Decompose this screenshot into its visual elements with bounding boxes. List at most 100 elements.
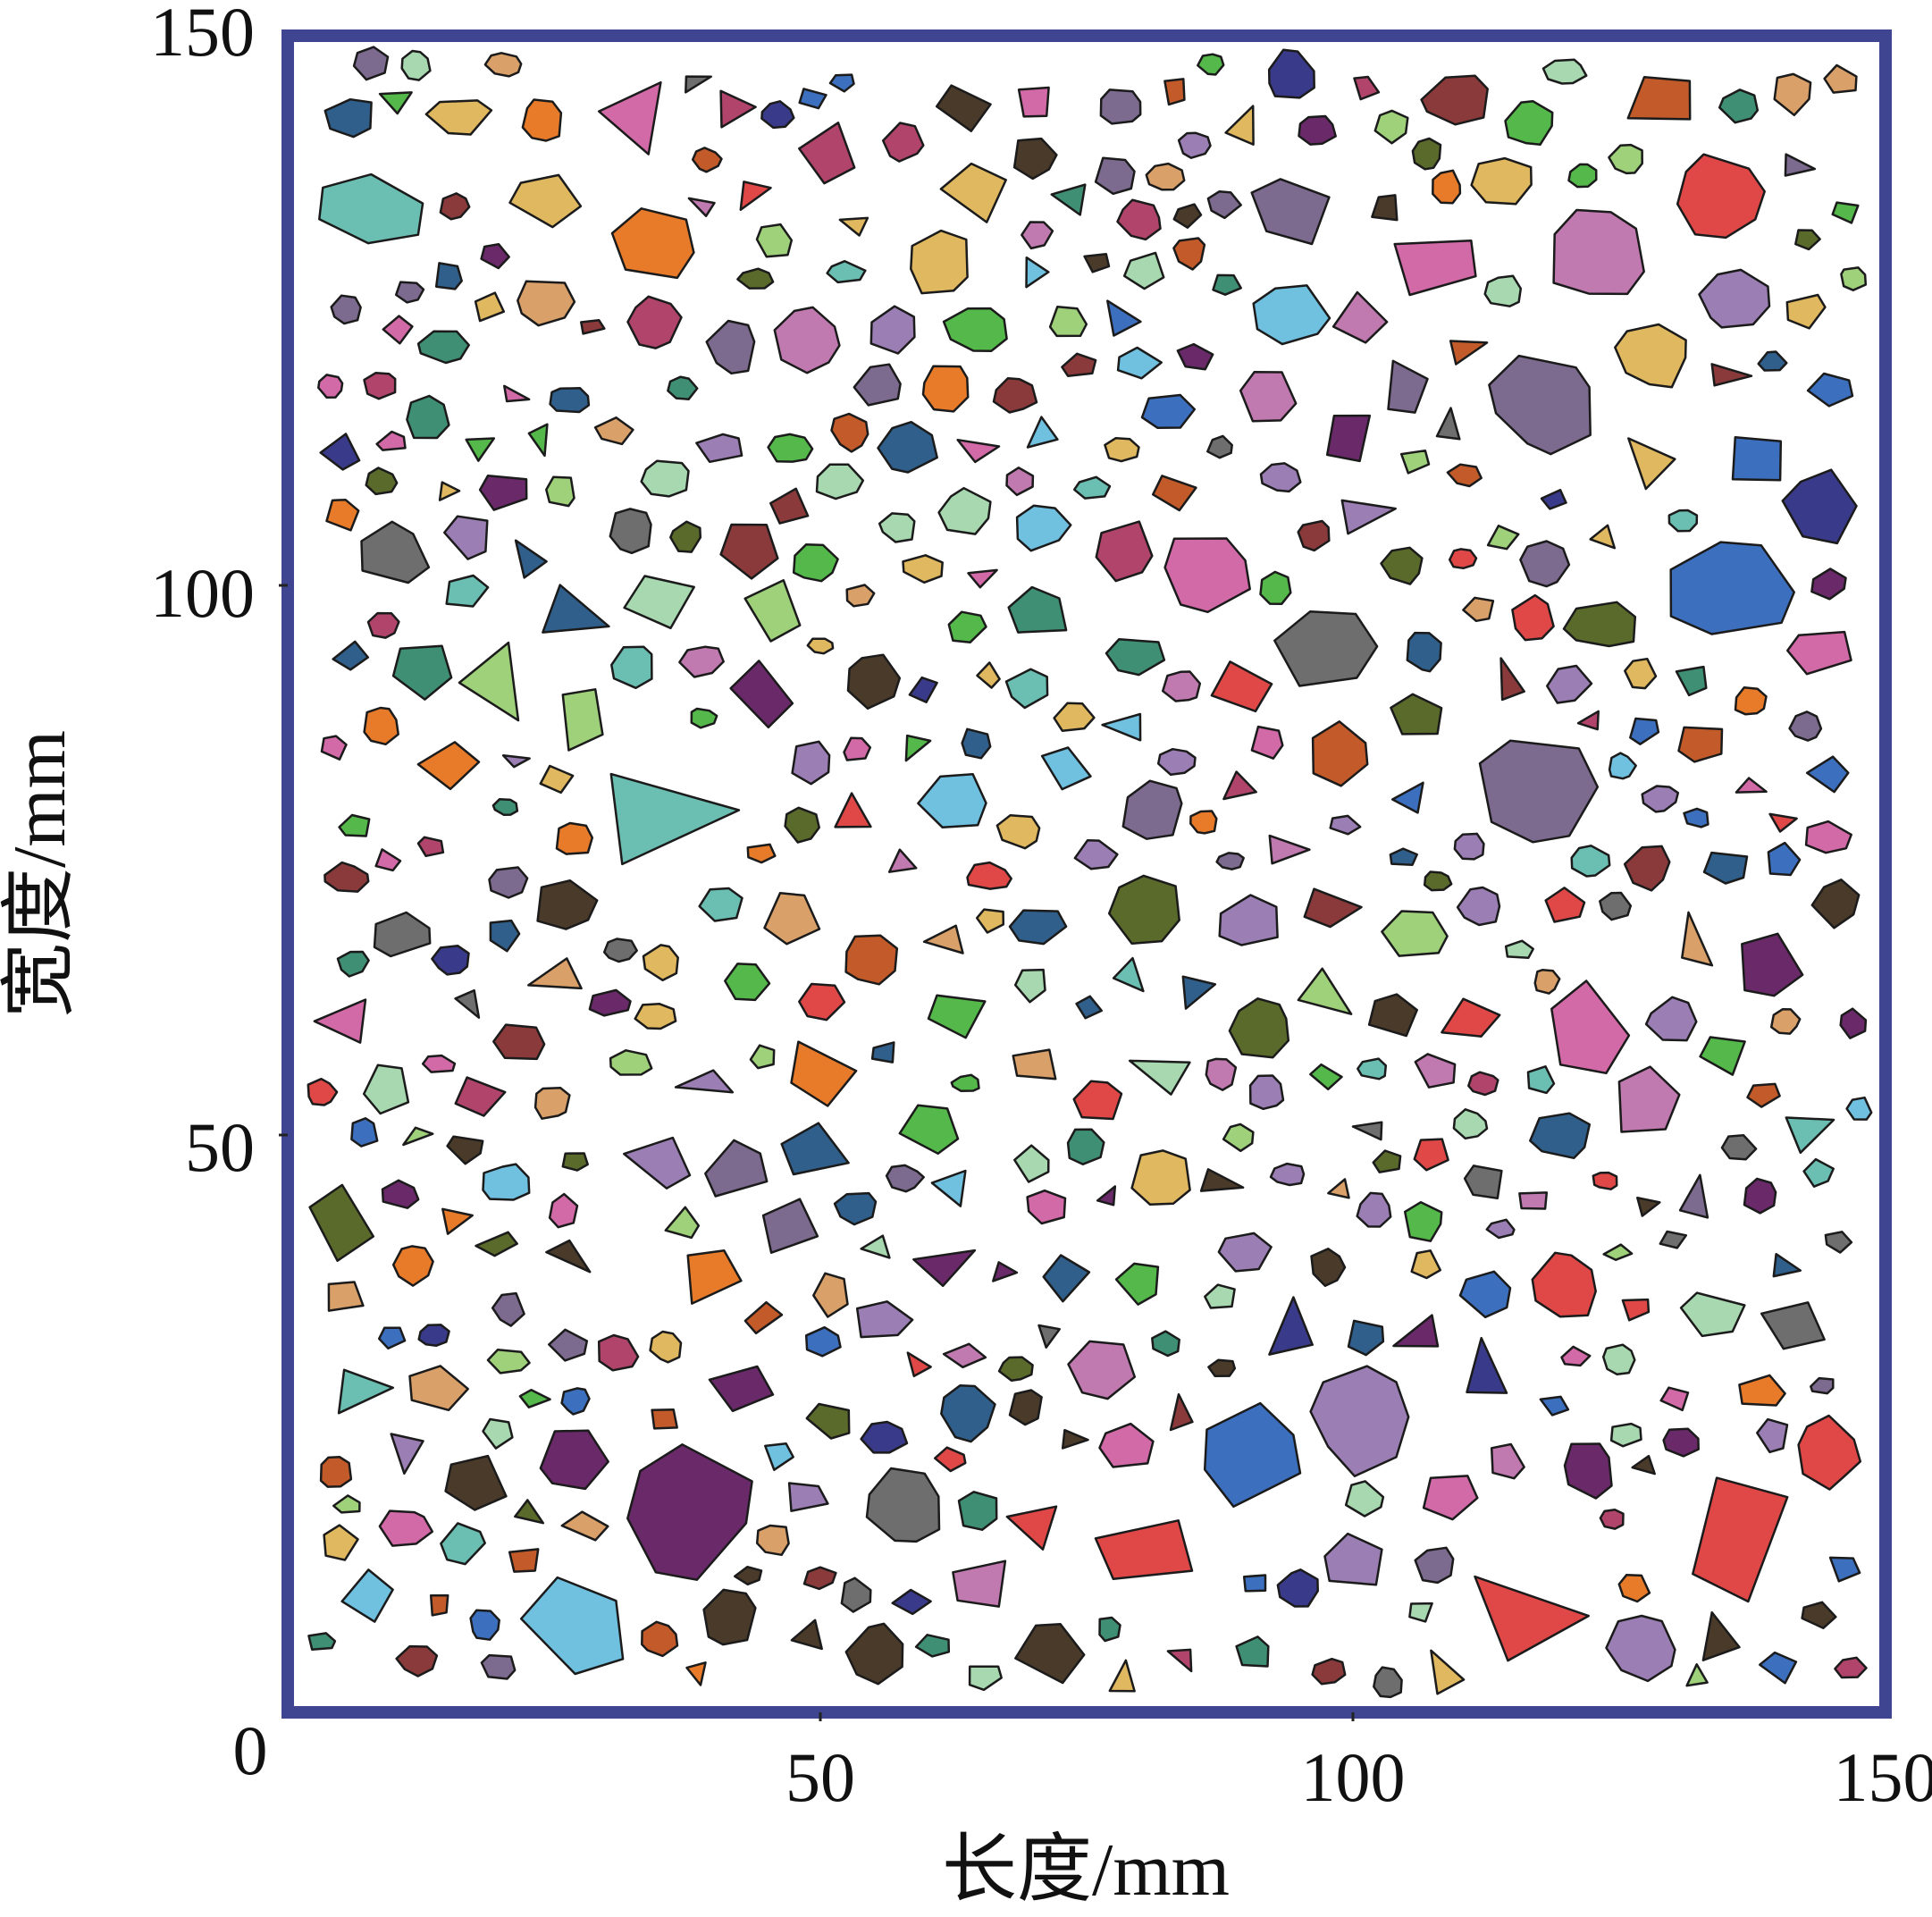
aggregate-particle bbox=[1037, 1324, 1061, 1349]
aggregate-particle bbox=[1823, 63, 1858, 94]
aggregate-particle bbox=[975, 908, 1005, 934]
aggregate-particle bbox=[1810, 879, 1861, 929]
aggregate-particle bbox=[846, 653, 902, 710]
aggregate-particle bbox=[626, 295, 683, 349]
aggregate-particle bbox=[729, 660, 794, 729]
aggregate-particle bbox=[743, 1300, 784, 1335]
aggregate-particle bbox=[804, 1325, 842, 1358]
aggregate-particle bbox=[503, 384, 531, 403]
aggregate-particle bbox=[651, 1408, 678, 1430]
aggregate-particle bbox=[454, 988, 481, 1019]
aggregate-particle bbox=[1017, 86, 1050, 118]
aggregate-particle bbox=[1533, 969, 1561, 995]
aggregate-particle bbox=[1529, 1112, 1592, 1160]
aggregate-particle bbox=[780, 1122, 850, 1176]
aggregate-particle bbox=[1163, 78, 1186, 106]
aggregate-particle bbox=[1083, 253, 1111, 273]
aggregate-particle bbox=[320, 735, 348, 761]
aggregate-particle bbox=[1467, 1071, 1499, 1097]
aggregate-particle bbox=[1683, 807, 1709, 828]
aggregate-particle bbox=[1560, 1345, 1592, 1367]
aggregate-particle bbox=[1485, 1218, 1516, 1240]
aggregate-particle bbox=[1608, 752, 1637, 780]
y-axis-title: 宽度/mm bbox=[0, 730, 81, 1018]
aggregate-particle bbox=[792, 543, 839, 583]
aggregate-particle bbox=[561, 1152, 589, 1172]
aggregate-particle bbox=[843, 736, 872, 761]
aggregate-particle bbox=[1546, 664, 1593, 704]
aggregate-particle bbox=[704, 1139, 769, 1198]
aggregate-particle bbox=[391, 644, 453, 701]
aggregate-particle bbox=[1785, 293, 1827, 330]
aggregate-particle bbox=[1824, 1231, 1853, 1254]
aggregate-particle bbox=[1075, 995, 1104, 1020]
aggregate-particle bbox=[382, 315, 414, 345]
aggregate-particle bbox=[1810, 568, 1847, 601]
aggregate-particle bbox=[588, 988, 632, 1017]
aggregate-particle bbox=[1567, 163, 1598, 189]
aggregate-particle bbox=[844, 1622, 904, 1686]
x-tick-100: 100 bbox=[1301, 1738, 1406, 1816]
y-tick-100: 100 bbox=[150, 554, 255, 632]
aggregate-particle bbox=[1406, 631, 1442, 673]
aggregate-particle bbox=[597, 1333, 640, 1372]
aggregate-particle bbox=[691, 147, 723, 173]
aggregate-particle bbox=[482, 1417, 514, 1450]
aggregate-particle bbox=[319, 1455, 353, 1488]
aggregate-particle bbox=[444, 1454, 508, 1511]
aggregate-particle bbox=[486, 1349, 531, 1375]
aggregate-particle bbox=[967, 568, 998, 589]
aggregate-particle bbox=[869, 305, 916, 355]
aggregate-particle bbox=[1344, 1480, 1385, 1518]
aggregate-particle bbox=[1140, 393, 1197, 429]
aggregate-particle bbox=[806, 637, 835, 655]
aggregate-particle bbox=[480, 1653, 517, 1680]
aggregate-particle bbox=[1189, 810, 1218, 835]
aggregate-particle bbox=[805, 1402, 851, 1440]
aggregate-particle bbox=[580, 318, 606, 335]
aggregate-particle bbox=[527, 423, 549, 458]
aggregate-particle bbox=[865, 1467, 941, 1543]
aggregate-particle bbox=[488, 866, 529, 899]
aggregate-particle bbox=[1449, 340, 1489, 366]
aggregate-particle bbox=[698, 887, 743, 922]
aggregate-particle bbox=[1204, 1283, 1236, 1309]
aggregate-particle bbox=[1627, 437, 1676, 491]
aggregate-particle bbox=[394, 281, 425, 304]
aggregate-particle bbox=[1224, 105, 1255, 146]
aggregate-particle bbox=[1371, 194, 1399, 222]
aggregate-particle bbox=[1061, 352, 1097, 377]
aggregate-particle bbox=[1053, 702, 1096, 732]
aggregate-particle bbox=[1040, 746, 1092, 791]
aggregate-particle bbox=[686, 1249, 743, 1305]
aggregate-particle bbox=[1008, 909, 1068, 946]
aggregate-particle bbox=[474, 291, 506, 323]
aggregate-particle bbox=[1250, 725, 1284, 760]
aggregate-particle bbox=[1563, 1442, 1613, 1500]
aggregate-particle bbox=[997, 1356, 1034, 1382]
aggregate-particle bbox=[1311, 1657, 1347, 1686]
aggregate-particle bbox=[1702, 851, 1749, 885]
aggregate-particle bbox=[906, 1351, 932, 1378]
aggregate-particle bbox=[539, 1429, 609, 1491]
aggregate-particle bbox=[855, 1300, 914, 1339]
aggregate-particle bbox=[1414, 1053, 1457, 1089]
tick-marks bbox=[279, 584, 1355, 1721]
aggregate-particle bbox=[439, 192, 471, 221]
aggregate-particle bbox=[1297, 519, 1331, 552]
aggregate-particle bbox=[904, 734, 932, 762]
aggregate-particle bbox=[992, 377, 1038, 414]
aggregate-particle bbox=[1356, 1191, 1392, 1228]
aggregate-particle bbox=[1676, 153, 1766, 240]
aggregate-particle bbox=[1072, 1080, 1123, 1121]
aggregate-particle bbox=[441, 1207, 474, 1235]
aggregate-particle bbox=[1601, 1343, 1636, 1376]
aggregate-particle bbox=[1128, 1059, 1191, 1096]
aggregate-particle bbox=[408, 1365, 469, 1412]
aggregate-particle bbox=[610, 645, 653, 690]
aggregate-particle bbox=[1641, 785, 1680, 813]
aggregate-particle bbox=[1166, 1648, 1193, 1673]
aggregate-particle bbox=[1605, 1614, 1676, 1683]
aggregate-particle bbox=[1007, 585, 1068, 634]
